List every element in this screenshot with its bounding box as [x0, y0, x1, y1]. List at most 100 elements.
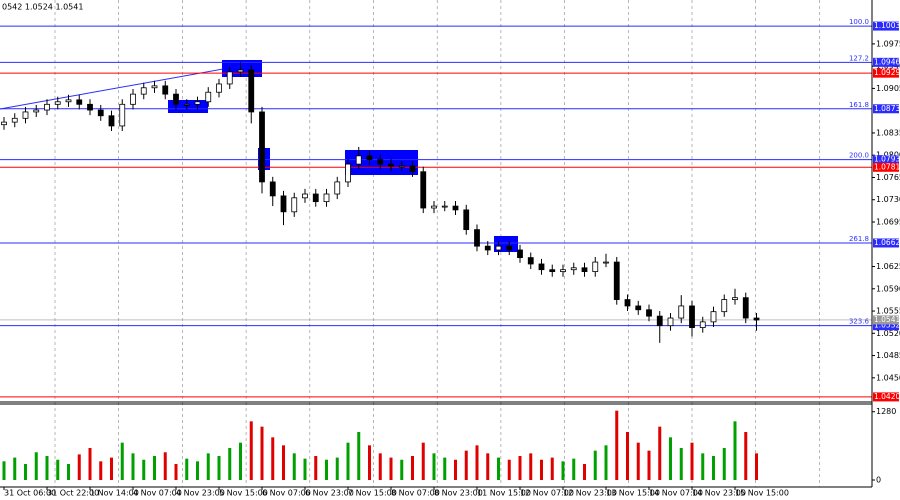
- volume-bar: [550, 457, 554, 480]
- volume-bar: [615, 410, 619, 480]
- volume-bar: [88, 448, 92, 480]
- volume-bar: [464, 450, 468, 480]
- candle-body: [398, 165, 405, 168]
- candle-body: [226, 71, 233, 85]
- x-tick-label: 31 Oct 06:00: [4, 489, 56, 498]
- y-tick-label: 1.0520: [876, 329, 900, 338]
- candle-body: [65, 99, 72, 103]
- candle-body: [291, 197, 298, 213]
- x-tick-label: 4 Nov 23:00: [176, 489, 225, 498]
- volume-bar: [314, 456, 318, 480]
- volume-bar: [626, 432, 629, 480]
- level-price-box: [873, 238, 899, 248]
- volume-bar: [454, 459, 457, 480]
- candle-body: [667, 317, 674, 327]
- x-tick-label: 15 Nov 15:00: [735, 489, 789, 498]
- volume-bar: [77, 454, 81, 480]
- y-tick-label: 1.0485: [876, 351, 900, 360]
- volume-bar: [744, 432, 748, 480]
- x-tick-label: 5 Nov 15:00: [219, 489, 268, 498]
- y-tick-label: 1.0625: [876, 262, 900, 271]
- candle-body: [420, 171, 427, 209]
- x-tick-label: 14 Nov 07:00: [649, 489, 703, 498]
- y-tick-label: 1.0905: [876, 84, 900, 93]
- current-price-label: 1.0541: [874, 315, 900, 324]
- candle-body: [259, 111, 265, 183]
- candle-body: [205, 91, 212, 103]
- level-price-label: 1.0781: [874, 162, 900, 171]
- volume-bar: [593, 450, 597, 480]
- level-price-box: [873, 68, 899, 78]
- candle-body: [592, 261, 599, 273]
- volume-bar: [400, 459, 404, 480]
- level-price-label: 1.0873: [874, 104, 900, 113]
- candle-body: [366, 155, 373, 161]
- plot: 100.0 127.2 161.8 200.0 261.8 323.6: [0, 18, 872, 480]
- candle-body: [474, 229, 480, 247]
- candle-body: [151, 85, 158, 89]
- level-price-label: 1.0946: [874, 57, 900, 66]
- candle-body: [463, 209, 470, 231]
- candle-body: [742, 297, 749, 319]
- y-tick-label: 1.0835: [876, 128, 900, 137]
- candle-body: [570, 267, 577, 271]
- candle-body: [1, 121, 7, 126]
- candle-body: [140, 87, 147, 95]
- candle-body: [22, 111, 29, 119]
- candle-body: [721, 299, 728, 313]
- candle-body: [302, 193, 308, 199]
- volume-bar: [346, 442, 350, 480]
- x-tick-label: 14 Nov 23:00: [692, 489, 746, 498]
- volume-bar: [174, 464, 178, 480]
- volume-bar: [357, 432, 361, 480]
- fib-label: 200.0: [849, 152, 869, 160]
- candle-body: [603, 261, 609, 264]
- candle-body: [108, 115, 115, 127]
- candle-body: [388, 163, 394, 167]
- fib-label: 261.8: [849, 235, 869, 243]
- volume-bar: [217, 456, 221, 480]
- volume-bar: [271, 437, 275, 480]
- volume-bar: [282, 445, 285, 480]
- volume-bar: [99, 461, 103, 480]
- candle-body: [162, 85, 169, 95]
- trend-line: [0, 61, 263, 110]
- fib-label: 127.2: [849, 54, 869, 62]
- volume-bar: [755, 453, 758, 480]
- volume-bar: [56, 459, 60, 480]
- y-tick-label: 1.0765: [876, 173, 900, 182]
- candle-body: [76, 99, 83, 105]
- candle-body: [441, 205, 448, 208]
- candle-body: [613, 261, 620, 300]
- level-price-label: 1.0662: [874, 238, 900, 247]
- candle-body: [635, 305, 642, 311]
- x-tick-label: 12 Nov 23:00: [563, 489, 617, 498]
- level-price-box: [873, 155, 899, 165]
- level-price-label: 1.0532: [874, 321, 900, 330]
- volume-bar: [206, 453, 210, 480]
- level-price-label: 1.0793: [874, 155, 900, 164]
- x-tick-label: 31 Oct 22:00: [47, 489, 99, 498]
- candle-body: [431, 205, 437, 209]
- volume-bar: [335, 457, 339, 480]
- level-price-label: 1.0420: [874, 392, 900, 401]
- fib-label: 100.0: [849, 18, 869, 26]
- volume-bar: [389, 457, 393, 480]
- volume-bar: [131, 453, 135, 480]
- candle-body: [323, 193, 330, 203]
- volume-bar: [368, 445, 371, 480]
- candle-body: [216, 83, 222, 93]
- volume-bar: [228, 448, 232, 480]
- header: 0542 1.0524 1.0541: [2, 3, 83, 12]
- volume-bar: [561, 461, 565, 480]
- level-price-box: [873, 57, 899, 67]
- volume-bar: [647, 450, 651, 480]
- volume-bar: [658, 426, 662, 480]
- candle-body: [699, 321, 706, 328]
- candle-body: [581, 267, 588, 273]
- candle-body: [183, 103, 190, 106]
- volume-bar: [636, 442, 640, 480]
